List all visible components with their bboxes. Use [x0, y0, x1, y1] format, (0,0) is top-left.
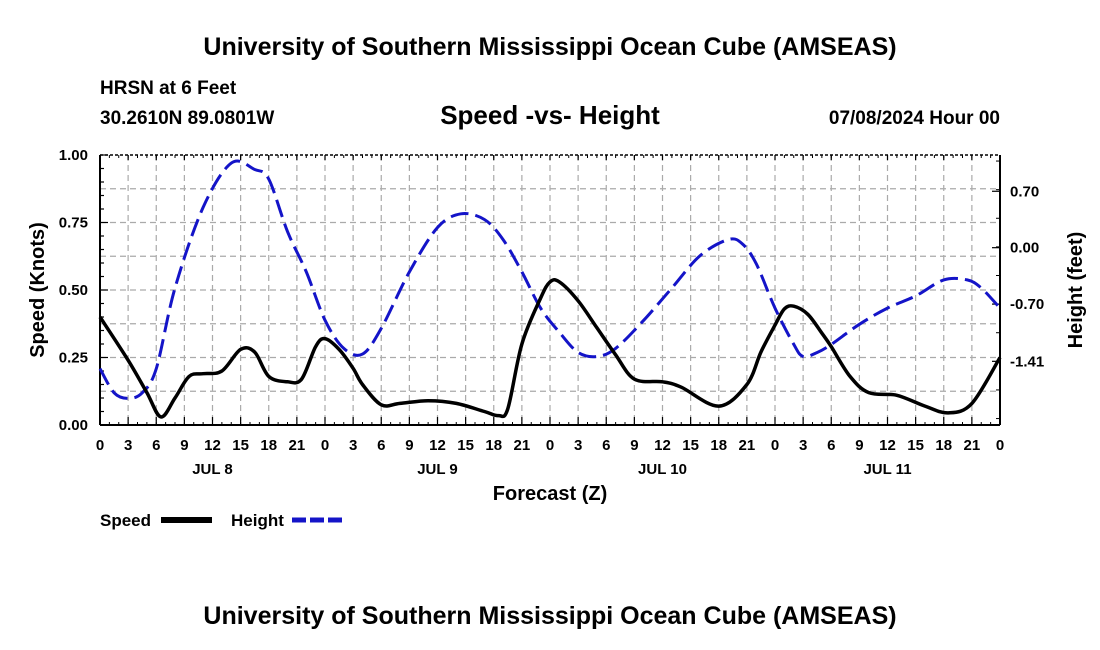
x-tick-label: 12: [204, 437, 221, 454]
x-tick-label: 3: [349, 437, 357, 454]
x-tick-label: 0: [996, 437, 1004, 454]
y-right-tick-label: 0.70: [1010, 183, 1039, 200]
x-tick-label: 18: [260, 437, 277, 454]
x-tick-label: 3: [799, 437, 807, 454]
x-tick-label: 0: [546, 437, 554, 454]
x-tick-label: 21: [289, 437, 306, 454]
x-tick-label: 15: [457, 437, 474, 454]
x-tick-label: 21: [514, 437, 531, 454]
x-tick-label: 6: [827, 437, 835, 454]
y-axis-left-label: Speed (Knots): [27, 222, 49, 358]
x-tick-label: 9: [405, 437, 413, 454]
chart-subtitle: Speed -vs- Height: [440, 100, 660, 130]
y-right-tick-label: 0.00: [1010, 240, 1039, 257]
y-left-tick-label: 0.75: [59, 215, 88, 232]
x-tick-label: 6: [377, 437, 385, 454]
x-tick-label: 12: [429, 437, 446, 454]
station-coords: 30.2610N 89.0801W: [100, 108, 274, 129]
x-tick-label: 18: [935, 437, 952, 454]
x-day-label: JUL 8: [192, 461, 233, 478]
y-left-tick-label: 0.50: [59, 282, 88, 299]
y-right-tick-label: -1.41: [1010, 353, 1044, 370]
x-tick-label: 6: [152, 437, 160, 454]
bottom-title: University of Southern Mississippi Ocean…: [203, 602, 896, 630]
x-day-label: JUL 10: [638, 461, 687, 478]
x-tick-label: 9: [180, 437, 188, 454]
x-tick-label: 21: [739, 437, 756, 454]
x-tick-label: 12: [879, 437, 896, 454]
x-tick-label: 0: [771, 437, 779, 454]
x-tick-label: 18: [485, 437, 502, 454]
legend: Speed Height: [100, 511, 342, 530]
x-tick-label: 3: [574, 437, 582, 454]
y-left-tick-label: 0.25: [59, 350, 88, 367]
x-tick-label: 0: [321, 437, 329, 454]
x-tick-label: 15: [907, 437, 924, 454]
x-tick-label: 9: [855, 437, 863, 454]
x-tick-label: 6: [602, 437, 610, 454]
legend-speed-label: Speed: [100, 511, 151, 530]
x-tick-label: 18: [710, 437, 727, 454]
x-tick-label: 15: [232, 437, 249, 454]
x-tick-label: 12: [654, 437, 671, 454]
y-left-tick-label: 1.00: [59, 147, 88, 164]
x-tick-label: 15: [682, 437, 699, 454]
forecast-date: 07/08/2024 Hour 00: [829, 108, 1000, 129]
grid: [100, 155, 1000, 425]
x-tick-label: 9: [630, 437, 638, 454]
x-day-label: JUL 11: [863, 461, 911, 478]
x-tick-label: 0: [96, 437, 104, 454]
x-axis-label: Forecast (Z): [493, 483, 607, 505]
top-title: University of Southern Mississippi Ocean…: [203, 33, 896, 61]
station-label: HRSN at 6 Feet: [100, 78, 237, 99]
x-day-label: JUL 9: [417, 461, 458, 478]
y-right-tick-label: -0.70: [1010, 296, 1044, 313]
x-tick-label: 21: [964, 437, 981, 454]
speed-vs-height-chart: University of Southern Mississippi Ocean…: [0, 0, 1100, 650]
legend-height-label: Height: [231, 511, 284, 530]
y-left-tick-label: 0.00: [59, 417, 88, 434]
y-axis-right-label: Height (feet): [1065, 232, 1087, 349]
x-tick-label: 3: [124, 437, 132, 454]
